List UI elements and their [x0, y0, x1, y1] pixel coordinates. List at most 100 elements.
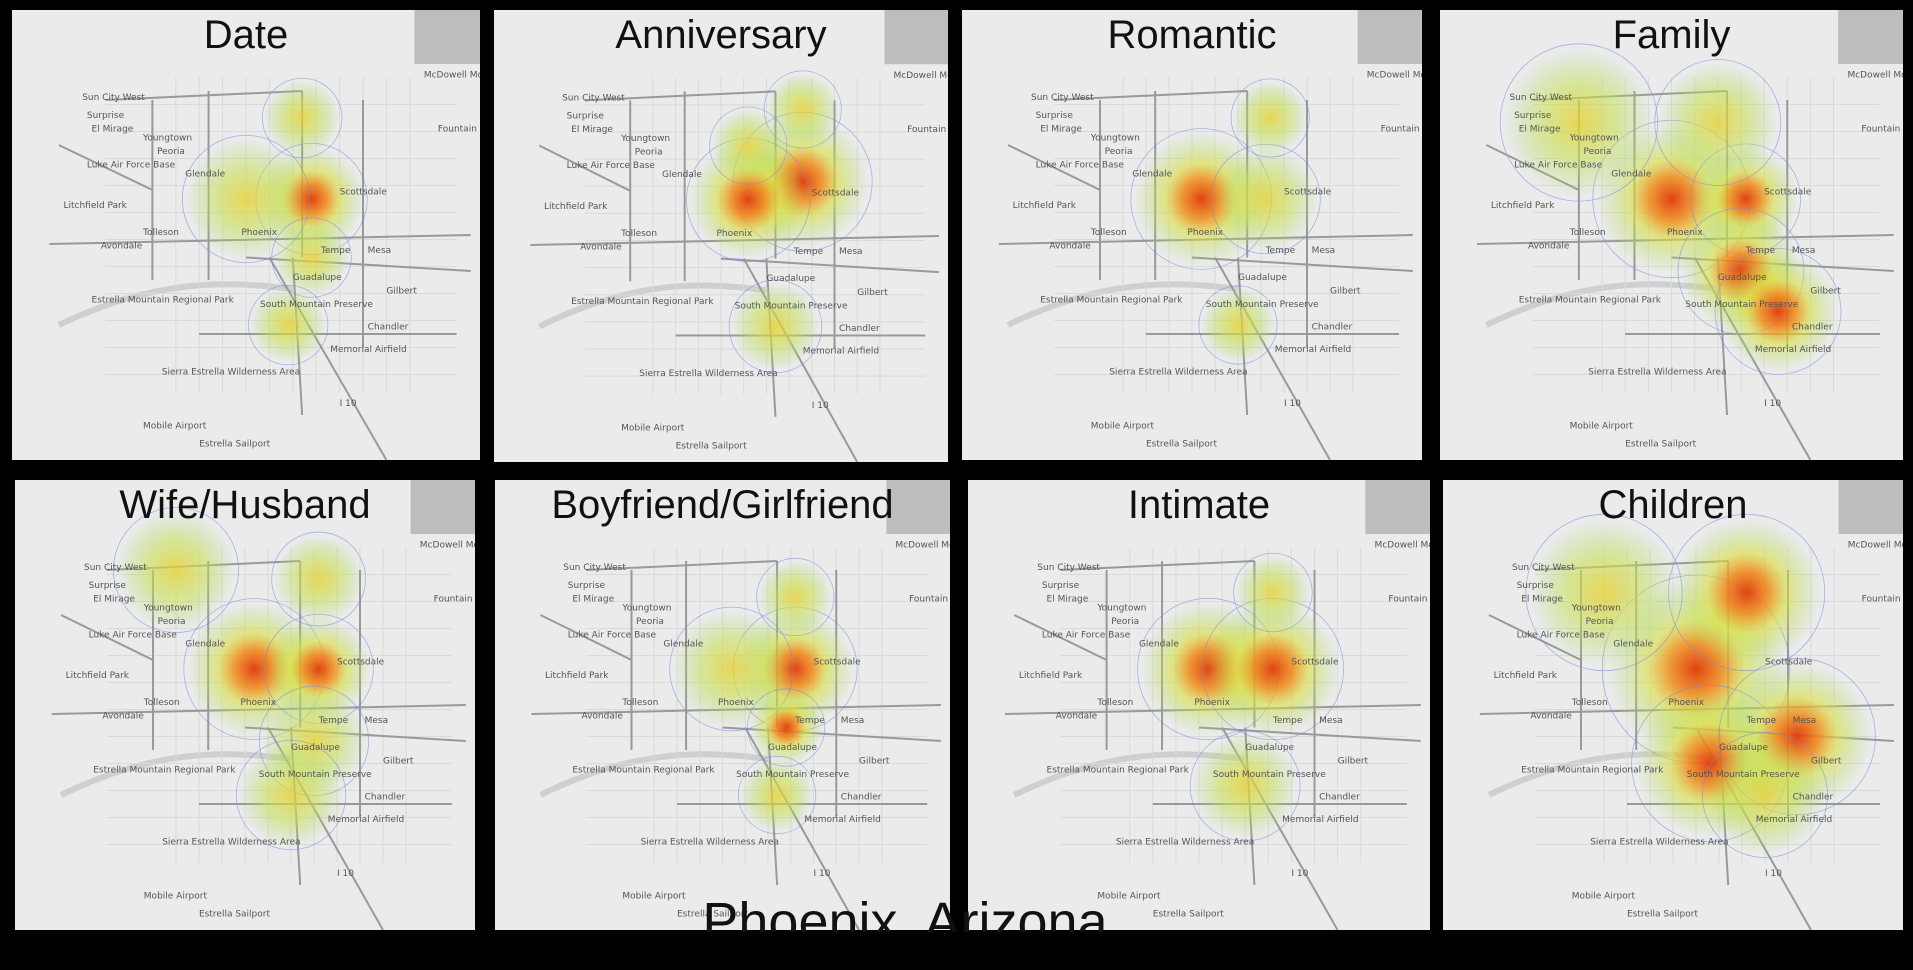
map-label: Guadalupe	[1718, 273, 1767, 283]
map-label: Glendale	[1132, 170, 1172, 180]
map-label: I 10	[812, 401, 829, 411]
heat-blob	[731, 282, 820, 370]
map-label: Glendale	[662, 170, 702, 180]
map-label: McDowell Mountain Regional Park	[894, 71, 1047, 81]
map-label: Memorial Airfield	[803, 347, 879, 357]
map-label: Guadalupe	[1719, 743, 1768, 753]
heat-contour	[709, 106, 788, 185]
map-label: Sun City West	[1509, 93, 1572, 103]
highway	[585, 560, 778, 571]
heat-blob	[1673, 518, 1821, 667]
map-panel: Sun City West Surprise El Mirage Youngtown P…	[15, 480, 573, 930]
map-label: El Mirage	[572, 595, 614, 605]
map-label: Litchfield Park	[1494, 671, 1558, 681]
map-label: South Mountain Preserve	[735, 301, 848, 311]
map-label: Youngtown	[1096, 604, 1146, 614]
map-content: Sun City West Surprise El Mirage Youngtown P…	[968, 480, 1449, 930]
map-label: Sun City West	[1512, 563, 1575, 573]
map-label: Tempe	[793, 247, 824, 257]
map-label: El Mirage	[1519, 125, 1561, 135]
map-label: Tempe	[1272, 716, 1303, 726]
map-label: McDowell Mountain Regional Park	[420, 541, 573, 551]
map-label: Surprise	[89, 581, 127, 591]
map-label: Luke Air Force Base	[1517, 631, 1606, 641]
map-label: Estrella Mountain Regional Park	[92, 296, 235, 306]
map-label: Surprise	[1517, 581, 1555, 591]
heat-blob	[1233, 81, 1307, 155]
highway	[584, 90, 776, 102]
map-label: Fountain Hills	[1388, 595, 1449, 605]
panel-title: Boyfriend/Girlfriend	[551, 483, 893, 527]
map-label: McDowell Mountain Regional Park	[1848, 541, 1913, 551]
panel-title: Wife/Husband	[119, 483, 370, 527]
map-label: I 10	[340, 399, 357, 409]
map-label: McDowell Mountain Regional Park	[424, 71, 577, 81]
highway	[1007, 144, 1101, 191]
map-label: Estrella Mountain Regional Park	[1519, 296, 1662, 306]
map-label: Chandler	[1319, 793, 1360, 803]
heat-contour	[261, 77, 343, 159]
map-label: Luke Air Force Base	[1036, 161, 1125, 171]
heat-blob	[1214, 147, 1318, 251]
highway	[1013, 614, 1108, 661]
map-label: McDowell Mountain Regional Park	[1367, 71, 1520, 81]
map-label: Memorial Airfield	[1282, 815, 1358, 825]
map-label: Tempe	[1265, 246, 1296, 256]
map-label: Tolleson	[143, 698, 180, 708]
map-label: Chandler	[1793, 793, 1834, 803]
map-label: Scottsdale	[337, 658, 385, 668]
map-label: South Mountain Preserve	[1213, 770, 1326, 780]
park-area	[1838, 480, 1903, 534]
heat-blob	[1235, 555, 1310, 630]
heat-contour	[728, 279, 823, 374]
map-label: Memorial Airfield	[1275, 345, 1351, 355]
map-label: El Mirage	[571, 125, 613, 135]
heat-blob	[250, 287, 326, 363]
heat-blob	[1718, 252, 1838, 371]
map-label: Chandler	[839, 324, 880, 334]
map-label: Glendale	[1611, 170, 1651, 180]
heat-contour	[1654, 59, 1782, 186]
map-content: Sun City West Surprise El Mirage Youngtown P…	[1440, 10, 1903, 460]
map-label: Gilbert	[1810, 287, 1841, 297]
map-content: Sun City West Surprise El Mirage Youngtown P…	[12, 10, 577, 460]
map-label: Estrella Mountain Regional Park	[93, 766, 236, 776]
map-label: Phoenix	[241, 228, 277, 238]
heat-blob	[1706, 736, 1824, 854]
map-label: Tolleson	[620, 229, 657, 239]
map-label: Fountain Hills	[434, 595, 495, 605]
map-label: Tolleson	[1090, 228, 1127, 238]
map-label: Mesa	[841, 716, 865, 726]
highway	[1191, 256, 1413, 272]
map-label: Litchfield Park	[545, 671, 609, 681]
map-label: Youngtown	[1571, 604, 1621, 614]
heat-blob	[186, 139, 306, 259]
map-label: Peoria	[1105, 147, 1133, 157]
map-label: Peoria	[157, 147, 185, 157]
map-label: Litchfield Park	[1013, 201, 1077, 211]
map-label: Scottsdale	[1764, 188, 1812, 198]
heat-contour	[763, 70, 842, 149]
map-label: Mobile Airport	[622, 892, 686, 902]
park-area	[410, 480, 475, 534]
heat-contour	[1230, 78, 1310, 158]
map-label: I 10	[1291, 869, 1308, 879]
map-label: Sun City West	[562, 93, 625, 103]
park-area	[886, 480, 950, 534]
map-label: Scottsdale	[1291, 658, 1339, 668]
map-label: Litchfield Park	[63, 201, 127, 211]
map-label: Mobile Airport	[144, 892, 208, 902]
map-label: Youngtown	[142, 134, 192, 144]
heat-contour	[1499, 43, 1659, 202]
map-label: Avondale	[1530, 712, 1572, 722]
map-label: Avondale	[1528, 242, 1570, 252]
map-label: Peoria	[158, 617, 186, 627]
map-label: Estrella Mountain Regional Park	[1047, 766, 1190, 776]
map-label: Luke Air Force Base	[568, 631, 657, 641]
map-label: Sun City West	[563, 563, 626, 573]
map-label: Sun City West	[1031, 93, 1094, 103]
map-label: Surprise	[567, 111, 605, 121]
map-label: Estrella Sailport	[1625, 440, 1696, 450]
map-label: Estrella Sailport	[677, 910, 748, 920]
map-label: Estrella Sailport	[676, 441, 747, 451]
